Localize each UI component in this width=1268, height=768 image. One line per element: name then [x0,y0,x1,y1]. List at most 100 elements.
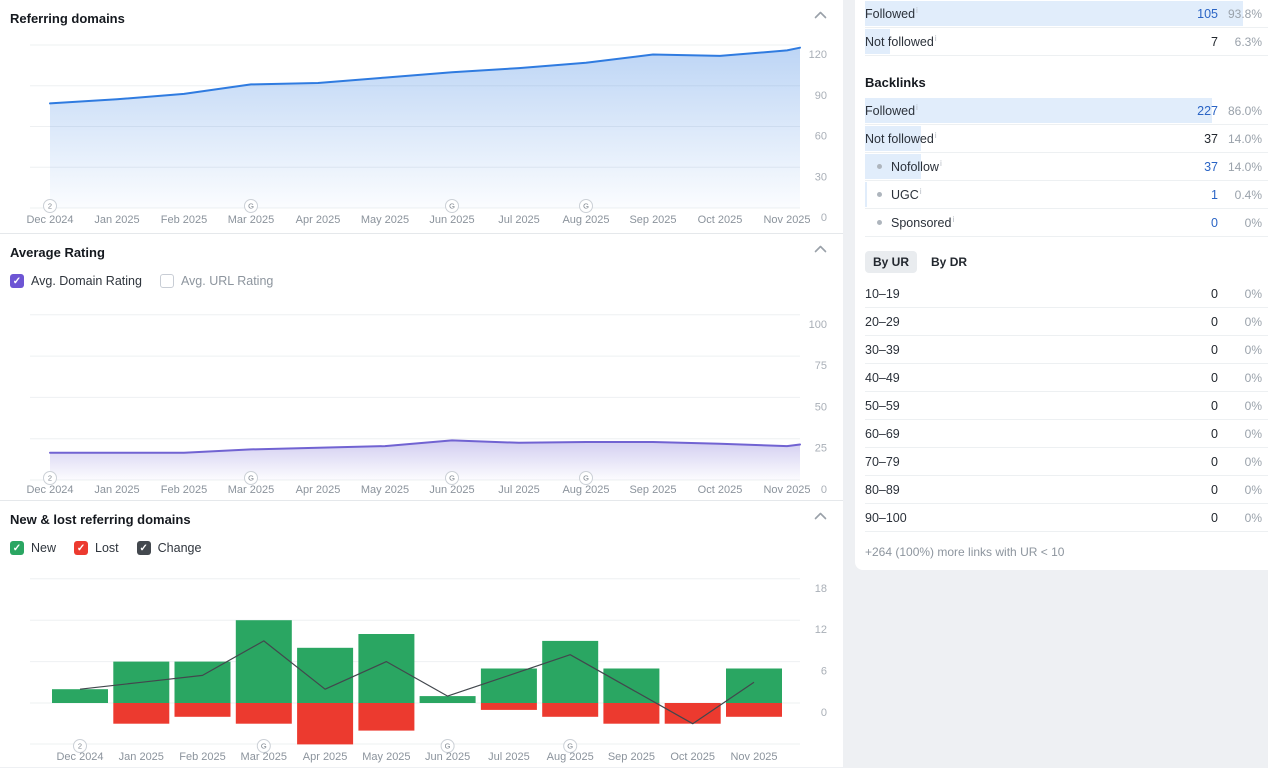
avg-url-rating-checkbox[interactable]: Avg. URL Rating [159,274,274,288]
avg-domain-rating-checkbox[interactable]: ✓ Avg. Domain Rating [10,274,142,288]
backlinks-heading: Backlinks [865,75,926,90]
new-lost-chart: 0 6 12 18 2 G G G Dec 2024 Jan 2025 Feb 2025 Mar 20… [0,501,843,768]
tab-by-dr[interactable]: By DR [931,255,968,269]
checkbox-unchecked-icon [159,274,174,288]
svg-text:Feb 2025: Feb 2025 [161,484,207,496]
svg-text:G: G [449,474,455,483]
row-percentage: 0% [1244,370,1262,385]
tab-by-ur[interactable]: By UR [865,251,918,273]
backlinks-breakdown-row[interactable]: Nofollowi 37 14.0% [865,153,1268,181]
checkbox-label: Avg. URL Rating [180,274,274,288]
collapse-chevron-icon[interactable] [814,11,827,19]
checkbox-label: Avg. Domain Rating [31,274,142,288]
row-percentage: 0% [1244,482,1262,497]
backlinks-breakdown-row[interactable]: UGCi 1 0.4% [865,181,1268,209]
svg-text:60: 60 [815,131,827,143]
row-percentage: 0% [1244,510,1262,525]
ur-range-row[interactable]: 60–69 0 0% [865,420,1268,448]
backlinks-breakdown-row[interactable]: Not followedi 37 14.0% [865,125,1268,153]
row-count: 0 [1211,426,1218,441]
row-percentage: 0% [1244,426,1262,441]
svg-text:Feb 2025: Feb 2025 [161,214,207,226]
svg-text:Jun 2025: Jun 2025 [425,751,470,763]
referring-domains-breakdown-row[interactable]: Followedi 105 93.8% [865,0,1268,28]
row-label: UGCi [891,186,922,203]
checkbox-checked-icon: ✓ [136,541,151,555]
svg-text:May 2025: May 2025 [361,214,409,226]
svg-text:Jul 2025: Jul 2025 [498,484,540,496]
row-percentage: 6.3% [1234,34,1262,49]
ur-range-row[interactable]: 10–19 0 0% [865,280,1268,308]
ur-range-row[interactable]: 50–59 0 0% [865,392,1268,420]
change-checkbox[interactable]: ✓ Change [136,541,202,555]
info-superscript: i [939,158,942,169]
info-superscript: i [916,102,918,113]
row-share-bar [865,126,922,151]
collapse-chevron-icon[interactable] [814,245,827,253]
row-label: Not followedi [865,130,937,147]
svg-text:G: G [261,742,267,751]
svg-text:Nov 2025: Nov 2025 [763,484,810,496]
svg-text:Dec 2024: Dec 2024 [26,214,73,226]
lost-checkbox[interactable]: ✓ Lost [74,541,119,555]
ur-range-row[interactable]: 80–89 0 0% [865,476,1268,504]
svg-text:Apr 2025: Apr 2025 [303,751,348,763]
row-label: 20–29 [865,314,900,329]
svg-text:G: G [449,202,455,211]
ur-range-row[interactable]: 70–79 0 0% [865,448,1268,476]
ur-range-row[interactable]: 20–29 0 0% [865,308,1268,336]
svg-text:2: 2 [48,474,52,483]
row-percentage: 86.0% [1227,103,1262,118]
row-count[interactable]: 105 [1197,6,1218,21]
referring-domains-breakdown: Followedi 105 93.8% Not followedi 7 6.3% [855,0,1268,56]
svg-text:Mar 2025: Mar 2025 [228,484,274,496]
row-count: 0 [1211,342,1218,357]
row-count[interactable]: 1 [1211,187,1218,202]
svg-text:Nov 2025: Nov 2025 [763,214,810,226]
referring-domains-breakdown-row[interactable]: Not followedi 7 6.3% [865,28,1268,56]
new-lost-title: New & lost referring domains [10,512,191,527]
svg-text:Jan 2025: Jan 2025 [94,484,139,496]
new-checkbox[interactable]: ✓ New [10,541,56,555]
svg-text:G: G [445,742,451,751]
ur-range-row[interactable]: 30–39 0 0% [865,336,1268,364]
info-superscript: i [934,33,937,44]
svg-text:Jul 2025: Jul 2025 [498,214,540,226]
svg-text:30: 30 [815,171,827,183]
row-percentage: 0% [1244,314,1262,329]
row-percentage: 0% [1244,454,1262,469]
svg-text:Sep 2025: Sep 2025 [608,751,655,763]
checkbox-label: Lost [95,541,119,555]
checkbox-checked-icon: ✓ [74,541,89,555]
svg-text:G: G [248,202,254,211]
svg-text:0: 0 [821,484,827,496]
row-label: 10–19 [865,286,900,301]
row-count: 0 [1211,314,1218,329]
svg-text:Aug 2025: Aug 2025 [562,484,609,496]
row-percentage: 0.4% [1234,187,1262,202]
row-percentage: 0% [1244,286,1262,301]
row-count: 0 [1211,482,1218,497]
row-count[interactable]: 37 [1204,159,1218,174]
row-count[interactable]: 227 [1197,103,1218,118]
row-percentage: 14.0% [1227,131,1262,146]
backlinks-breakdown-row[interactable]: Sponsoredi 0 0% [865,209,1268,237]
row-percentage: 0% [1244,215,1262,230]
svg-text:75: 75 [815,360,827,372]
referring-domains-chart: 0 30 60 90 120 2 G G G Dec 2024 Jan 2025 Feb 2025 Ma… [0,0,843,233]
collapse-chevron-icon[interactable] [814,512,827,520]
svg-text:Nov 2025: Nov 2025 [730,751,777,763]
checkbox-label: Change [157,541,202,555]
svg-text:Dec 2024: Dec 2024 [56,751,103,763]
svg-text:0: 0 [821,707,827,719]
ur-range-row[interactable]: 90–100 0 0% [865,504,1268,532]
checkbox-checked-icon: ✓ [10,274,24,288]
row-share-bar [865,98,1212,123]
average-rating-title: Average Rating [10,245,105,260]
row-count[interactable]: 0 [1211,215,1218,230]
ur-range-row[interactable]: 40–49 0 0% [865,364,1268,392]
backlinks-breakdown-row[interactable]: Followedi 227 86.0% [865,97,1268,125]
row-count: 7 [1211,34,1218,49]
backlinks-breakdown: Followedi 227 86.0% Not followedi 37 14.0% Nof… [855,97,1268,237]
svg-text:Jan 2025: Jan 2025 [119,751,164,763]
